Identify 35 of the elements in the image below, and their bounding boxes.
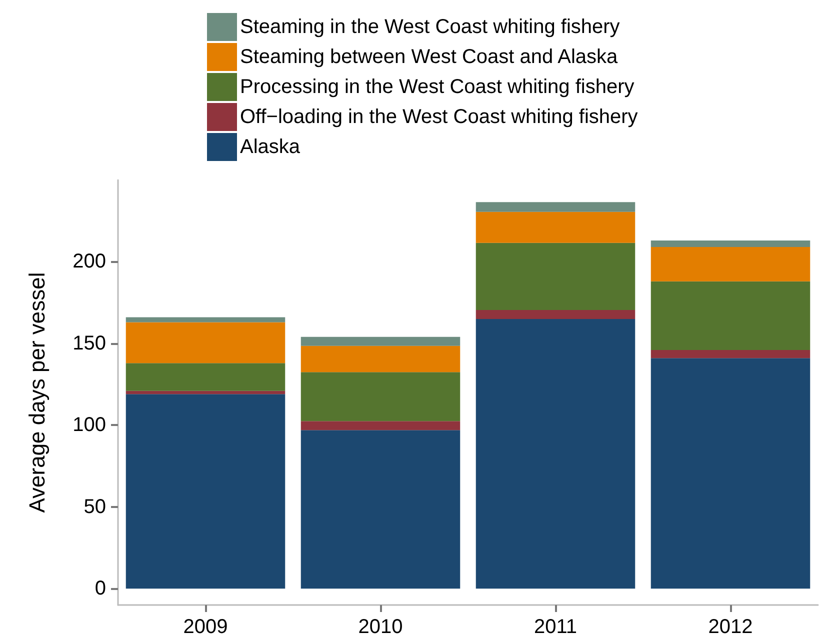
- bar: [300, 346, 460, 372]
- legend-label: Processing in the West Coast whiting fishery: [240, 76, 634, 98]
- y-tick-label: 200: [72, 250, 106, 273]
- bar: [650, 240, 810, 248]
- bar: [126, 317, 286, 322]
- legend-label: Alaska: [240, 136, 301, 158]
- legend-label: Off−loading in the West Coast whiting fishery: [240, 106, 638, 128]
- bar: [476, 212, 636, 243]
- y-tick-label: 0: [94, 578, 106, 600]
- bar: [650, 350, 810, 358]
- x-tick-label: 2009: [183, 616, 228, 638]
- bar: [300, 336, 460, 346]
- bar: [300, 421, 460, 430]
- bar: [126, 363, 286, 391]
- bar: [126, 390, 286, 394]
- bar: [650, 247, 810, 282]
- bar: [476, 310, 636, 319]
- bar: [650, 281, 810, 350]
- x-tick-label: 2012: [708, 616, 753, 638]
- y-tick-label: 150: [72, 332, 106, 354]
- bar: [126, 394, 286, 589]
- legend-label: Steaming in the West Coast whiting fishery: [240, 16, 620, 38]
- bar: [476, 318, 636, 589]
- y-axis-title: Average days per vessel: [24, 272, 50, 513]
- x-tick-label: 2010: [358, 616, 403, 638]
- bar: [126, 322, 286, 364]
- legend-label: Steaming between West Coast and Alaska: [240, 46, 619, 68]
- bar: [650, 358, 810, 589]
- y-tick-label: 100: [72, 414, 106, 436]
- x-tick-label: 2011: [534, 616, 578, 638]
- bar: [300, 430, 460, 589]
- y-tick-label: 50: [84, 496, 106, 518]
- bar: [300, 372, 460, 422]
- bar: [476, 202, 636, 212]
- bar: [476, 242, 636, 310]
